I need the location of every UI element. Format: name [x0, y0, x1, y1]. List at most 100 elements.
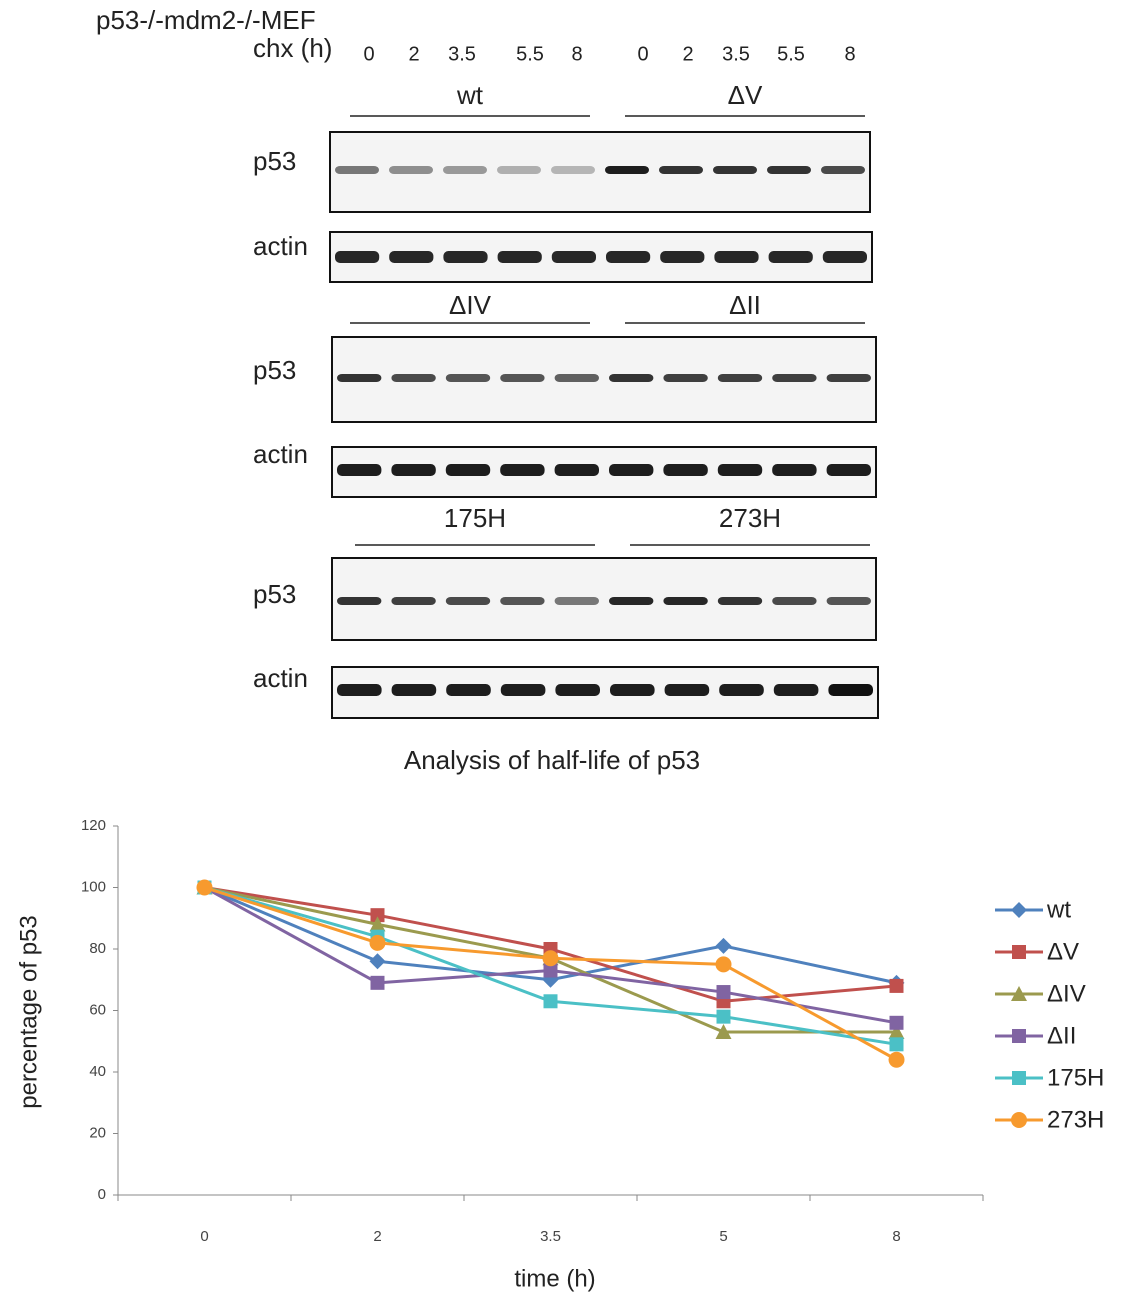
- group-label: ΔII: [729, 290, 761, 320]
- row-label: p53: [253, 579, 296, 609]
- row-label: p53: [253, 146, 296, 176]
- band: [389, 251, 434, 263]
- group-label: 175H: [444, 503, 506, 533]
- band: [826, 597, 871, 605]
- y-tick-label: 80: [89, 940, 106, 957]
- legend-label: wt: [1046, 896, 1071, 923]
- group-label: 273H: [719, 503, 781, 533]
- band: [609, 464, 654, 476]
- band: [768, 251, 813, 263]
- band: [659, 166, 703, 174]
- legend-marker: [1012, 1029, 1026, 1043]
- band: [500, 374, 545, 382]
- cell-line: p53-/-mdm2-/-MEF: [96, 5, 316, 35]
- band: [554, 464, 599, 476]
- x-tick-label: 5: [719, 1228, 727, 1245]
- data-point: [542, 950, 559, 967]
- data-point: [889, 1015, 904, 1030]
- band: [443, 251, 488, 263]
- data-point: [369, 953, 386, 970]
- data-point: [716, 1009, 731, 1024]
- band: [337, 464, 382, 476]
- band: [391, 374, 436, 382]
- band: [391, 597, 436, 605]
- band: [391, 684, 437, 696]
- band: [663, 374, 708, 382]
- band: [446, 684, 491, 696]
- data-point: [888, 1024, 905, 1040]
- band: [717, 597, 763, 605]
- data-point: [715, 1024, 732, 1040]
- data-point: [543, 963, 558, 978]
- band: [719, 684, 764, 696]
- band: [554, 374, 599, 382]
- time-label: 0: [363, 43, 374, 65]
- band: [717, 464, 763, 476]
- x-axis-label: time (h): [514, 1265, 595, 1292]
- data-point: [369, 916, 386, 932]
- x-tick-label: 2: [373, 1228, 381, 1245]
- band: [821, 166, 865, 174]
- legend-marker: [1011, 986, 1027, 1001]
- time-label: 0: [637, 43, 648, 65]
- band: [610, 684, 655, 696]
- legend-marker: [1011, 902, 1027, 918]
- band: [606, 251, 651, 263]
- x-tick-label: 8: [892, 1228, 900, 1245]
- legend-marker: [1011, 1112, 1027, 1128]
- data-point: [889, 978, 904, 993]
- band: [337, 374, 382, 382]
- band: [772, 464, 817, 476]
- time-label: 5.5: [516, 43, 544, 65]
- band: [717, 374, 763, 382]
- data-point: [370, 975, 385, 990]
- y-tick-label: 20: [89, 1124, 106, 1141]
- chart-title: Analysis of half-life of p53: [404, 745, 700, 775]
- time-label: 2: [408, 43, 419, 65]
- data-point: [888, 1051, 905, 1068]
- group-label: ΔV: [728, 80, 763, 110]
- y-axis-label: percentage of p53: [15, 915, 42, 1109]
- band: [605, 166, 649, 174]
- band: [391, 464, 436, 476]
- group-label: ΔIV: [449, 290, 492, 320]
- row-label: actin: [253, 663, 308, 693]
- y-tick-label: 120: [81, 817, 106, 834]
- time-label: 8: [571, 43, 582, 65]
- band: [497, 166, 541, 174]
- band: [335, 251, 380, 263]
- band: [445, 597, 491, 605]
- y-tick-label: 100: [81, 878, 106, 895]
- band: [551, 251, 596, 263]
- legend-marker: [1012, 945, 1026, 959]
- band: [500, 464, 545, 476]
- band: [609, 597, 654, 605]
- band: [828, 684, 873, 696]
- band: [337, 597, 382, 605]
- row-label: actin: [253, 439, 308, 469]
- x-tick-label: 0: [200, 1228, 208, 1245]
- band: [826, 464, 871, 476]
- row-label: p53: [253, 355, 296, 385]
- data-point: [196, 879, 213, 896]
- band: [443, 166, 487, 174]
- band: [335, 166, 379, 174]
- band: [497, 251, 542, 263]
- band: [773, 684, 819, 696]
- data-point: [370, 908, 385, 923]
- band: [500, 684, 546, 696]
- band: [664, 684, 710, 696]
- band: [554, 597, 599, 605]
- band: [714, 251, 759, 263]
- data-point: [369, 934, 386, 951]
- band: [500, 597, 545, 605]
- band: [663, 597, 708, 605]
- data-point: [715, 956, 732, 973]
- legend-label: ΔV: [1047, 938, 1079, 965]
- band: [555, 684, 600, 696]
- data-point: [715, 937, 732, 954]
- band: [445, 464, 491, 476]
- y-tick-label: 60: [89, 1001, 106, 1018]
- band: [767, 166, 811, 174]
